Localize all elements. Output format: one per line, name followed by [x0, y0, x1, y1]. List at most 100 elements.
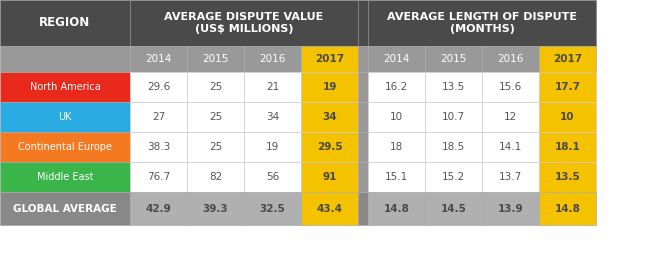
- Text: 2015: 2015: [440, 54, 467, 64]
- Text: 14.5: 14.5: [441, 204, 466, 213]
- Bar: [0, 46, 130, 72]
- Bar: [368, 0, 596, 46]
- Bar: [358, 132, 368, 162]
- Text: 25: 25: [209, 112, 222, 122]
- Bar: [358, 192, 368, 225]
- Bar: [187, 72, 244, 102]
- Text: 16.2: 16.2: [385, 82, 408, 92]
- Text: 18: 18: [390, 142, 403, 152]
- Bar: [425, 192, 482, 225]
- Text: 2017: 2017: [315, 54, 344, 64]
- Text: 2017: 2017: [553, 54, 582, 64]
- Text: 2014: 2014: [145, 54, 172, 64]
- Bar: [301, 72, 358, 102]
- Bar: [0, 72, 130, 102]
- Bar: [244, 46, 301, 72]
- Text: 76.7: 76.7: [147, 172, 170, 182]
- Text: 34: 34: [266, 112, 279, 122]
- Bar: [244, 162, 301, 192]
- Text: 43.4: 43.4: [316, 204, 342, 213]
- Text: 91: 91: [322, 172, 337, 182]
- Text: 12: 12: [504, 112, 517, 122]
- Bar: [539, 162, 596, 192]
- Bar: [187, 102, 244, 132]
- Bar: [482, 46, 539, 72]
- Bar: [301, 192, 358, 225]
- Text: 10: 10: [560, 112, 575, 122]
- Bar: [187, 132, 244, 162]
- Text: 38.3: 38.3: [147, 142, 170, 152]
- Bar: [368, 102, 425, 132]
- Bar: [425, 162, 482, 192]
- Bar: [130, 192, 187, 225]
- Bar: [130, 132, 187, 162]
- Bar: [425, 46, 482, 72]
- Text: 39.3: 39.3: [203, 204, 228, 213]
- Text: Continental Europe: Continental Europe: [18, 142, 112, 152]
- Bar: [187, 162, 244, 192]
- Text: 13.5: 13.5: [442, 82, 465, 92]
- Text: 19: 19: [266, 142, 279, 152]
- Bar: [482, 72, 539, 102]
- Text: 15.1: 15.1: [385, 172, 408, 182]
- Text: Middle East: Middle East: [37, 172, 93, 182]
- Bar: [187, 192, 244, 225]
- Bar: [358, 72, 368, 102]
- Text: 18.5: 18.5: [442, 142, 465, 152]
- Text: 14.1: 14.1: [499, 142, 522, 152]
- Bar: [425, 72, 482, 102]
- Bar: [0, 192, 130, 225]
- Text: 25: 25: [209, 82, 222, 92]
- Bar: [539, 72, 596, 102]
- Text: 29.6: 29.6: [147, 82, 170, 92]
- Bar: [539, 192, 596, 225]
- Bar: [482, 132, 539, 162]
- Bar: [358, 0, 368, 46]
- Text: 10: 10: [390, 112, 403, 122]
- Text: AVERAGE LENGTH OF DISPUTE
(MONTHS): AVERAGE LENGTH OF DISPUTE (MONTHS): [387, 12, 577, 34]
- Text: 17.7: 17.7: [555, 82, 580, 92]
- Bar: [482, 102, 539, 132]
- Bar: [0, 102, 130, 132]
- Text: 56: 56: [266, 172, 279, 182]
- Bar: [244, 72, 301, 102]
- Text: AVERAGE DISPUTE VALUE
(US$ MILLIONS): AVERAGE DISPUTE VALUE (US$ MILLIONS): [164, 12, 324, 34]
- Bar: [130, 46, 187, 72]
- Text: 2016: 2016: [497, 54, 524, 64]
- Bar: [482, 162, 539, 192]
- Text: North America: North America: [29, 82, 100, 92]
- Bar: [301, 102, 358, 132]
- Bar: [244, 132, 301, 162]
- Bar: [130, 0, 358, 46]
- Bar: [368, 72, 425, 102]
- Text: 2014: 2014: [383, 54, 409, 64]
- Bar: [368, 162, 425, 192]
- Text: REGION: REGION: [40, 17, 90, 30]
- Bar: [244, 192, 301, 225]
- Text: 13.7: 13.7: [499, 172, 522, 182]
- Text: 13.9: 13.9: [498, 204, 523, 213]
- Text: 82: 82: [209, 172, 222, 182]
- Bar: [244, 102, 301, 132]
- Bar: [301, 46, 358, 72]
- Text: 10.7: 10.7: [442, 112, 465, 122]
- Text: 2015: 2015: [202, 54, 228, 64]
- Bar: [358, 102, 368, 132]
- Text: 32.5: 32.5: [260, 204, 285, 213]
- Bar: [187, 46, 244, 72]
- Text: 14.8: 14.8: [383, 204, 409, 213]
- Text: 2016: 2016: [259, 54, 285, 64]
- Text: 29.5: 29.5: [317, 142, 342, 152]
- Text: 34: 34: [322, 112, 337, 122]
- Text: 15.6: 15.6: [499, 82, 522, 92]
- Bar: [130, 162, 187, 192]
- Text: UK: UK: [58, 112, 72, 122]
- Bar: [0, 0, 130, 46]
- Bar: [130, 72, 187, 102]
- Bar: [130, 102, 187, 132]
- Text: 27: 27: [152, 112, 165, 122]
- Bar: [368, 132, 425, 162]
- Bar: [539, 132, 596, 162]
- Bar: [301, 162, 358, 192]
- Text: 19: 19: [322, 82, 337, 92]
